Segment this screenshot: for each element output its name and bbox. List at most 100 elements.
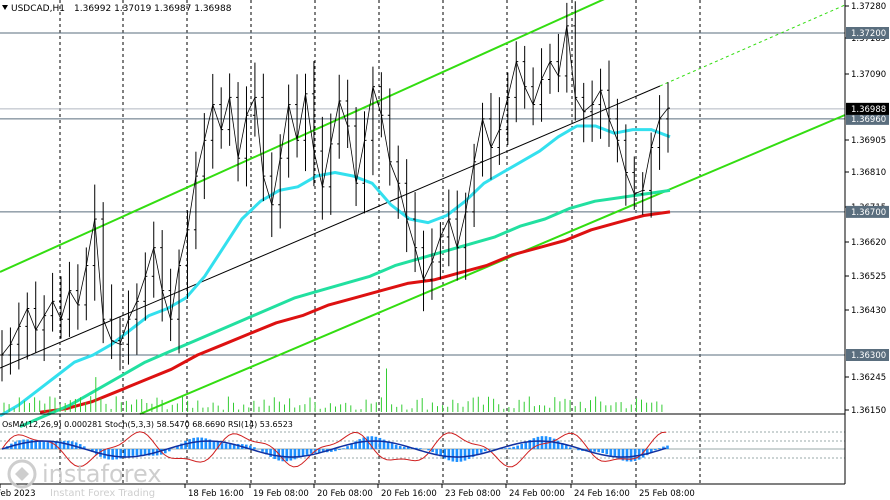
osma-bar <box>184 441 187 449</box>
osma-bar <box>220 443 224 449</box>
osma-bar <box>378 437 382 449</box>
osma-bar <box>127 449 131 457</box>
osma-bar <box>115 449 118 460</box>
osma-bar <box>293 449 297 460</box>
osma-bar <box>330 449 333 452</box>
dropdown-arrow-icon[interactable] <box>2 5 8 10</box>
current-price-label-box <box>846 102 889 115</box>
osma-bar <box>131 449 135 456</box>
price-tick-label: 1.37090 <box>851 70 886 80</box>
stochastic-line[interactable] <box>1 431 667 468</box>
osma-bar <box>435 449 438 455</box>
osma-bar <box>74 442 78 449</box>
osma-bar <box>427 449 430 451</box>
osma-bar <box>463 449 467 461</box>
price-tick-label: 1.36810 <box>851 168 886 178</box>
osma-bar <box>662 446 665 449</box>
osma-bar <box>309 449 313 454</box>
osma-bar <box>597 449 600 453</box>
price-series <box>0 1 670 382</box>
osma-bar <box>654 449 657 451</box>
osma-bar <box>46 442 50 449</box>
osma-bar <box>216 442 220 449</box>
ma-mid-line[interactable] <box>19 188 671 428</box>
osma-bar <box>439 449 442 457</box>
osma-bar <box>556 440 560 449</box>
osma-bar <box>273 449 276 459</box>
osma-bar <box>621 449 625 461</box>
price-tick-label: 1.36525 <box>851 272 886 282</box>
price-tick-label: 1.36245 <box>851 373 886 383</box>
osma-bar <box>374 436 378 449</box>
osma-bar <box>455 449 459 462</box>
watermark: instaforex Instant Forex Trading <box>7 459 162 499</box>
osma-bar <box>78 444 82 449</box>
osma-bar <box>629 449 633 462</box>
time-tick-label: 24 Feb 16:00 <box>574 489 630 499</box>
rsi-line[interactable] <box>1 440 667 458</box>
indicator-window: OsMA(12,26,9) 0.000281 Stoch(5,3,3) 58.5… <box>0 413 890 468</box>
osma-bar <box>26 439 29 449</box>
osma-bar <box>512 446 515 449</box>
osma-bar <box>516 445 519 449</box>
time-tick-label: 18 Feb 16:00 <box>188 489 244 499</box>
osma-bar <box>564 445 568 449</box>
price-tick-label: 1.36620 <box>851 238 886 248</box>
osma-bar <box>269 449 272 457</box>
watermark-logo-icon <box>7 459 37 489</box>
time-tick-label: 20 Feb 16:00 <box>381 489 437 499</box>
osma-bar <box>354 441 357 449</box>
level-label-box <box>846 27 889 39</box>
osma-bar <box>431 449 434 453</box>
osma-bar <box>245 444 248 449</box>
osma-bar <box>390 443 394 449</box>
horizontal-levels <box>0 32 845 356</box>
osma-bar <box>504 448 507 449</box>
osma-bar <box>135 449 139 456</box>
osma-bar <box>407 447 410 449</box>
osma-bar <box>475 449 479 455</box>
osma-bar <box>334 449 337 452</box>
osma-bar <box>625 449 629 462</box>
ohlc-readout: 1.36992 1.37019 1.36987 1.36988 <box>74 4 232 14</box>
osma-bar <box>224 443 228 449</box>
osma-bar <box>613 449 617 458</box>
osma-bar <box>471 449 475 457</box>
osma-bar <box>188 439 191 449</box>
osma-bar <box>212 440 216 449</box>
osma-bar <box>617 449 621 460</box>
osma-bar <box>192 437 195 449</box>
osma-bar <box>176 446 179 449</box>
price-tick-label: 1.36905 <box>851 136 886 146</box>
osma-bar <box>285 449 289 462</box>
osma-bar <box>544 436 548 449</box>
osma-bar <box>589 449 592 452</box>
osma-bar <box>107 449 110 460</box>
osma-bar <box>261 449 264 452</box>
osma-bar <box>200 437 204 449</box>
volume-bars <box>3 368 663 412</box>
level-label: 1.36300 <box>851 351 886 361</box>
osma-bar <box>605 449 609 455</box>
osma-bar <box>123 449 127 458</box>
price-close-line[interactable] <box>1 25 669 356</box>
osma-bar <box>180 443 183 449</box>
price-tick-label: 1.36150 <box>851 406 886 416</box>
osma-bar <box>560 443 564 449</box>
osma-bar <box>42 441 46 449</box>
time-tick-label: 23 Feb 08:00 <box>445 489 501 499</box>
osma-bar <box>637 449 641 460</box>
price-tick-label: 1.37280 <box>851 2 886 12</box>
osma-bar <box>305 449 309 455</box>
osma-bar <box>321 449 325 453</box>
osma-bar <box>111 449 114 460</box>
osma-bar <box>62 440 66 449</box>
osma-bar <box>346 446 349 449</box>
osma-bar <box>228 443 232 449</box>
osma-bar <box>402 446 406 449</box>
channel-mid-line[interactable] <box>0 85 661 369</box>
time-tick-label: 6 Feb 2023 <box>0 489 36 499</box>
osma-bar <box>483 449 487 452</box>
ma-slow-line[interactable] <box>39 210 671 414</box>
